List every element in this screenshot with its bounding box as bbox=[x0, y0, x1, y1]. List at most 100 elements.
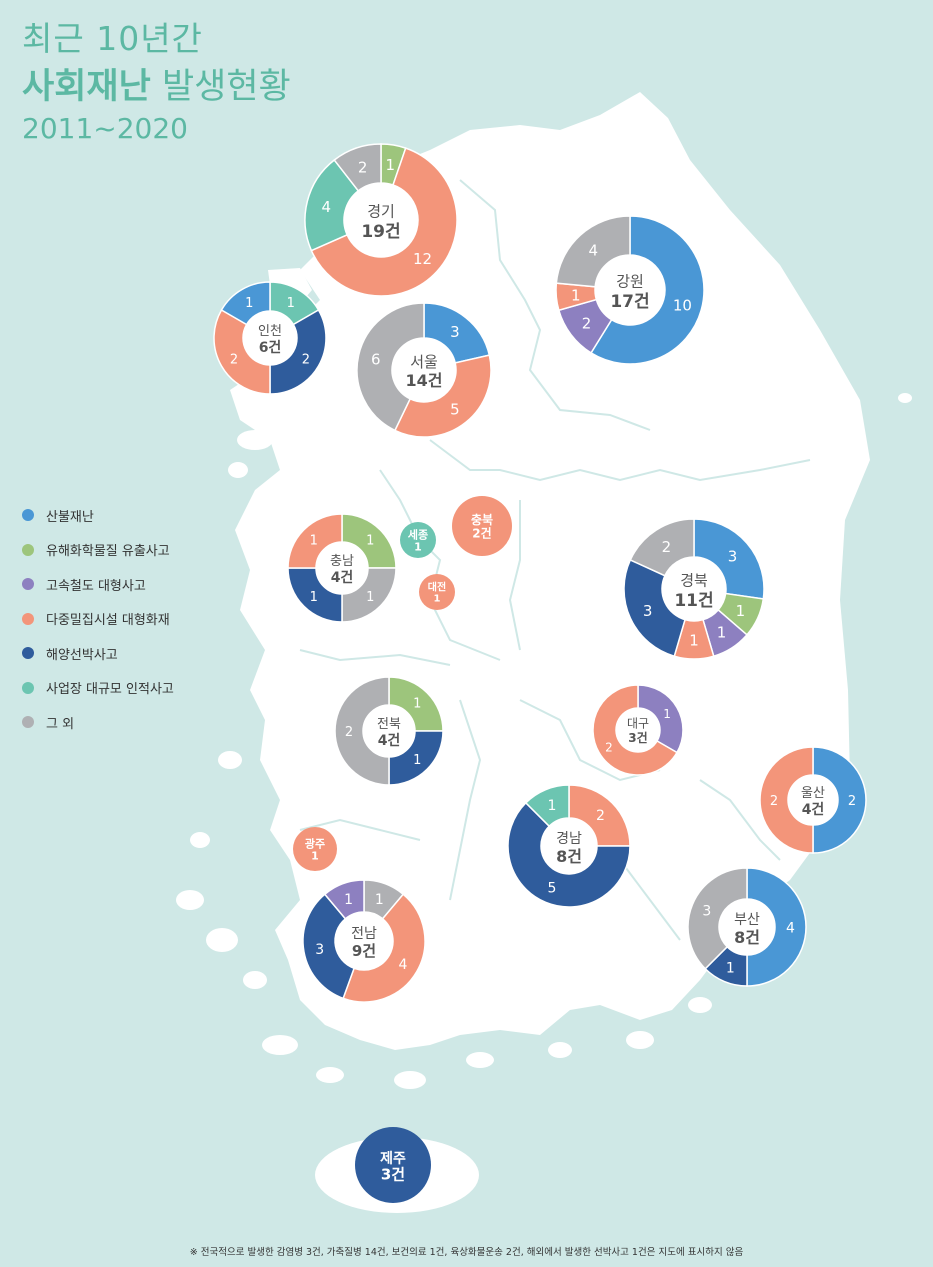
legend-label: 유해화학물질 유출사고 bbox=[46, 544, 170, 560]
donut-hole bbox=[392, 338, 456, 402]
slice-value-label: 1 bbox=[413, 753, 421, 768]
region-total: 6건 bbox=[259, 339, 282, 356]
slice-value-label: 1 bbox=[344, 892, 353, 908]
slice-haeyang bbox=[355, 1127, 431, 1203]
footnote: ※ 전국적으로 발생한 감염병 3건, 가축질병 14건, 보건의료 1건, 육… bbox=[189, 1247, 744, 1258]
region-total: 4건 bbox=[331, 569, 354, 586]
legend-dot bbox=[22, 509, 34, 522]
region-total: 1 bbox=[311, 849, 319, 862]
slice-value-label: 3 bbox=[450, 323, 460, 341]
region-name: 대구 bbox=[627, 717, 649, 731]
border bbox=[459, 179, 651, 431]
donut-gwangju: 광주1 bbox=[293, 827, 337, 871]
slice-dajung bbox=[419, 574, 455, 610]
slice-value-label: 1 bbox=[726, 961, 735, 977]
border bbox=[299, 818, 421, 841]
slice-value-label: 1 bbox=[310, 590, 318, 605]
legend-item-goseok: 고속철도 대형사고 bbox=[22, 567, 174, 602]
donut-hole bbox=[541, 818, 597, 874]
slice-value-label: 1 bbox=[287, 296, 295, 311]
legend-item-dajung: 다중밀집시설 대형화재 bbox=[22, 602, 174, 637]
region-total: 14건 bbox=[406, 371, 443, 390]
region-total: 1 bbox=[434, 594, 441, 605]
slice-value-label: 1 bbox=[689, 632, 699, 650]
legend-dot bbox=[22, 578, 34, 591]
legend-label: 그 외 bbox=[46, 716, 75, 732]
legend-item-sanbul: 산불재난 bbox=[22, 498, 174, 533]
region-total: 2건 bbox=[472, 525, 491, 540]
island bbox=[548, 1042, 572, 1058]
region-total: 1 bbox=[414, 540, 422, 553]
region-name: 경남 bbox=[556, 831, 582, 847]
slice-value-label: 4 bbox=[321, 198, 331, 216]
slice-value-label: 10 bbox=[673, 297, 692, 315]
slice-value-label: 6 bbox=[371, 351, 381, 369]
island bbox=[176, 890, 204, 910]
island bbox=[254, 512, 282, 528]
slice-value-label: 2 bbox=[582, 315, 592, 333]
island bbox=[262, 1035, 298, 1055]
legend-dot bbox=[22, 716, 34, 729]
border bbox=[519, 699, 661, 782]
donut-sejong: 세종1 bbox=[400, 522, 436, 558]
slice-value-label: 2 bbox=[302, 353, 310, 368]
island bbox=[218, 751, 242, 769]
slice-value-label: 4 bbox=[399, 957, 408, 973]
slice-value-label: 1 bbox=[413, 697, 421, 712]
donut-hole bbox=[316, 542, 368, 594]
region-name: 제주 bbox=[380, 1151, 406, 1167]
region-total: 3건 bbox=[381, 1165, 405, 1183]
region-name: 충남 bbox=[330, 554, 354, 569]
land bbox=[176, 92, 912, 1213]
slice-value-label: 1 bbox=[366, 534, 374, 549]
slice-value-label: 3 bbox=[728, 547, 738, 565]
slice-value-label: 12 bbox=[413, 250, 432, 268]
slice-value-label: 1 bbox=[245, 296, 253, 311]
legend-label: 다중밀집시설 대형화재 bbox=[46, 613, 170, 629]
region-name: 대전 bbox=[428, 581, 446, 594]
region-total: 17건 bbox=[610, 292, 649, 312]
region-total: 9건 bbox=[352, 942, 376, 960]
border bbox=[699, 779, 781, 861]
slice-value-label: 1 bbox=[375, 892, 384, 908]
donut-hole bbox=[243, 311, 297, 365]
legend-label: 고속철도 대형사고 bbox=[46, 578, 146, 594]
region-total: 3건 bbox=[628, 730, 647, 745]
island bbox=[243, 971, 267, 989]
legend-item-yuhae: 유해화학물질 유출사고 bbox=[22, 533, 174, 568]
slice-value-label: 2 bbox=[605, 740, 613, 754]
slice-value-label: 2 bbox=[230, 353, 238, 368]
legend-item-etc: 그 외 bbox=[22, 705, 174, 740]
donut-daejeon: 대전1 bbox=[419, 574, 455, 610]
island bbox=[688, 997, 712, 1013]
slice-saeop bbox=[400, 522, 436, 558]
slice-value-label: 3 bbox=[643, 602, 653, 620]
donut-hole bbox=[595, 255, 665, 325]
legend-label: 해양선박사고 bbox=[46, 647, 118, 663]
region-name: 강원 bbox=[616, 273, 644, 291]
slice-value-label: 1 bbox=[366, 590, 374, 605]
legend-item-saeop: 사업장 대규모 인적사고 bbox=[22, 671, 174, 706]
title-line2: 사회재난 발생현황 bbox=[22, 58, 291, 109]
island bbox=[316, 1067, 344, 1083]
legend-dot bbox=[22, 612, 34, 625]
border bbox=[508, 500, 521, 651]
slice-value-label: 1 bbox=[717, 624, 727, 642]
donut-hole bbox=[363, 705, 415, 757]
slice-value-label: 1 bbox=[310, 534, 318, 549]
island bbox=[228, 462, 248, 478]
slice-value-label: 1 bbox=[548, 798, 557, 814]
region-name: 인천 bbox=[258, 324, 282, 339]
region-total: 19건 bbox=[361, 222, 400, 242]
